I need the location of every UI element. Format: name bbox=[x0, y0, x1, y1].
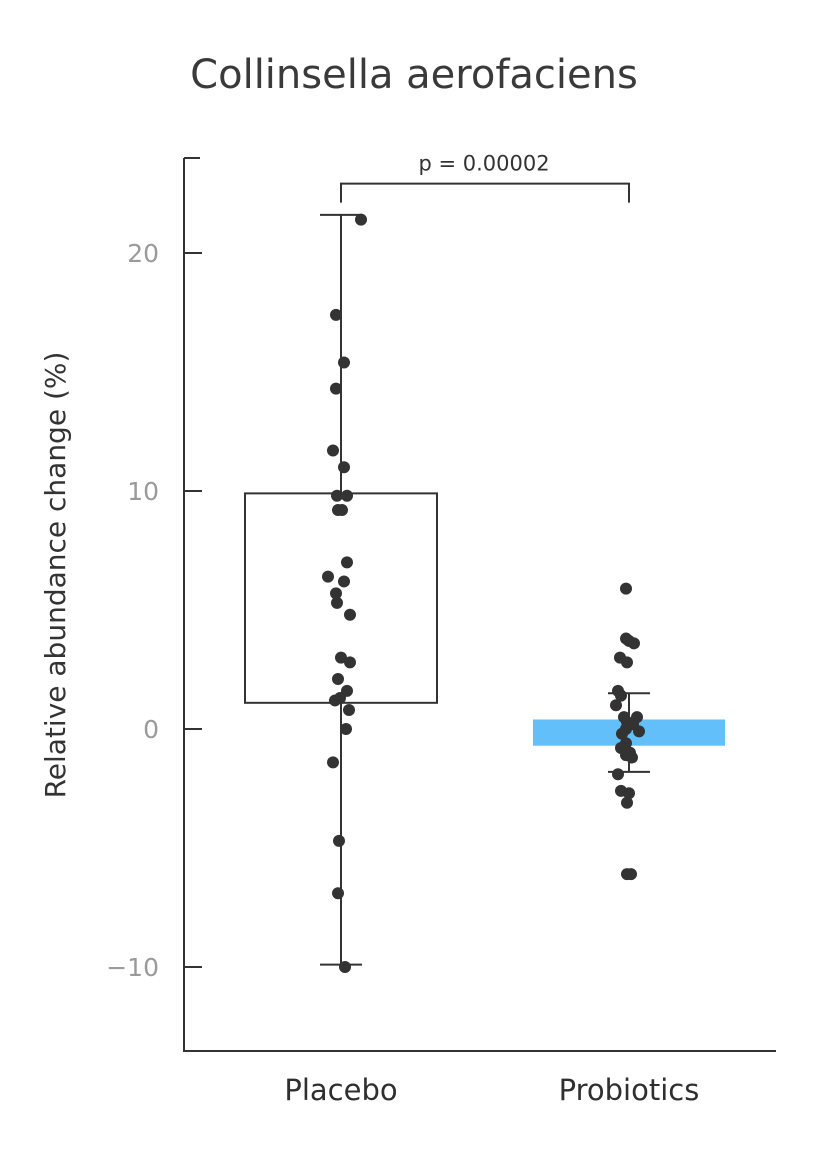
y-tick-label: 0 bbox=[143, 715, 159, 744]
data-point bbox=[330, 382, 342, 395]
data-point bbox=[355, 213, 367, 226]
data-point bbox=[633, 725, 645, 738]
data-point bbox=[329, 694, 341, 707]
y-tick-label: 20 bbox=[127, 239, 159, 268]
data-point bbox=[330, 587, 342, 600]
group-probiotics bbox=[533, 582, 725, 881]
data-point bbox=[338, 575, 350, 588]
y-ticks: −10 0 10 20 bbox=[106, 239, 202, 982]
data-point bbox=[333, 834, 345, 847]
data-point bbox=[331, 596, 343, 609]
x-tick-label: Probiotics bbox=[559, 1073, 700, 1107]
groups bbox=[244, 213, 725, 973]
data-point bbox=[621, 656, 633, 669]
data-point bbox=[339, 961, 351, 973]
data-point bbox=[336, 504, 348, 517]
data-point bbox=[338, 461, 350, 474]
data-point bbox=[332, 887, 344, 900]
chart-title: Collinsella aerofaciens bbox=[190, 52, 638, 98]
data-point bbox=[341, 489, 353, 502]
data-point bbox=[338, 356, 350, 369]
data-point bbox=[626, 751, 638, 764]
data-point bbox=[330, 308, 342, 321]
data-point bbox=[615, 689, 627, 702]
data-point bbox=[322, 570, 334, 583]
data-point bbox=[612, 768, 624, 781]
data-point bbox=[335, 651, 347, 664]
data-point bbox=[327, 444, 339, 457]
data-point bbox=[625, 868, 637, 881]
p-value-label: p = 0.00002 bbox=[418, 152, 549, 176]
data-point bbox=[616, 727, 628, 740]
axes bbox=[183, 157, 776, 1052]
group-placebo bbox=[244, 213, 438, 973]
y-tick-label: −10 bbox=[106, 953, 159, 982]
data-point bbox=[341, 556, 353, 569]
data-point bbox=[344, 608, 356, 621]
box bbox=[244, 492, 438, 704]
significance-bracket bbox=[340, 182, 630, 203]
data-point bbox=[628, 637, 640, 650]
data-point bbox=[623, 787, 635, 800]
x-tick-label: Placebo bbox=[284, 1073, 397, 1107]
data-point bbox=[340, 723, 352, 735]
data-point bbox=[327, 756, 339, 769]
y-axis-label: Relative abundance change (%) bbox=[39, 352, 72, 799]
significance-annotation: p = 0.00002 bbox=[340, 152, 630, 203]
x-ticks: Placebo Probiotics bbox=[284, 1073, 699, 1107]
data-point bbox=[344, 656, 356, 669]
axis-lines bbox=[183, 158, 776, 1052]
data-point bbox=[332, 673, 344, 686]
data-point bbox=[343, 703, 355, 716]
data-point bbox=[610, 699, 622, 712]
y-tick-label: 10 bbox=[127, 477, 159, 506]
data-point bbox=[620, 582, 632, 595]
data-point bbox=[331, 489, 343, 502]
data-point bbox=[621, 796, 633, 809]
